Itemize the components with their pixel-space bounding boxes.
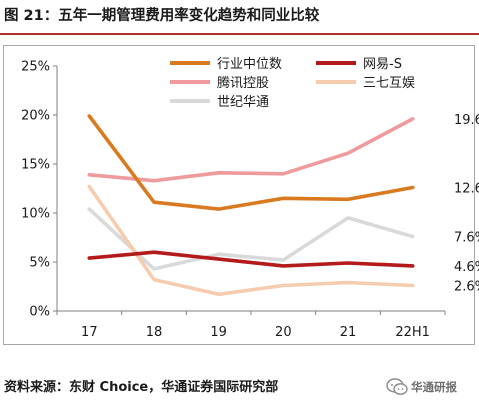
end-value-label: 12.6% xyxy=(454,182,479,197)
y-tick-label: 20% xyxy=(21,109,50,124)
brand-label: 华通研报 xyxy=(411,380,457,394)
series-line xyxy=(87,114,415,211)
y-tick-label: 5% xyxy=(29,256,50,271)
y-tick-label: 25% xyxy=(21,60,50,75)
x-tick-label: 19 xyxy=(210,325,227,340)
y-tick-label: 15% xyxy=(21,158,50,173)
y-tick-label: 0% xyxy=(29,305,50,320)
figure-title: 图 21：五年一期管理费用率变化趋势和同业比较 xyxy=(4,8,320,24)
chart-frame xyxy=(3,45,475,345)
x-tick-label: 17 xyxy=(81,325,98,340)
chat-bubble-icon xyxy=(386,378,408,395)
x-tick-label: 20 xyxy=(275,325,292,340)
series-line xyxy=(87,250,415,268)
legend-label: 腾讯控股 xyxy=(217,75,269,91)
brand-mark: 华通研报 xyxy=(386,372,457,402)
x-tick-label: 18 xyxy=(146,325,163,340)
end-value-label: 7.6% xyxy=(454,231,479,246)
series-line xyxy=(87,184,415,297)
x-tick-label: 22H1 xyxy=(395,325,430,340)
legend-label: 世纪华通 xyxy=(217,95,269,110)
title-divider xyxy=(0,33,479,35)
legend-label: 三七互娱 xyxy=(363,76,415,91)
series-line xyxy=(87,117,415,183)
source-note: 资料来源：东财 Choice，华通证券国际研究部 xyxy=(4,380,279,395)
legend-label: 行业中位数 xyxy=(217,57,282,72)
series-line xyxy=(87,207,415,271)
x-tick-label: 21 xyxy=(340,325,357,340)
y-tick-label: 10% xyxy=(21,207,50,222)
legend-label: 网易-S xyxy=(363,57,402,72)
end-value-label: 2.6% xyxy=(454,280,479,295)
end-value-label: 4.6% xyxy=(454,260,479,275)
end-value-label: 19.6% xyxy=(454,113,479,128)
